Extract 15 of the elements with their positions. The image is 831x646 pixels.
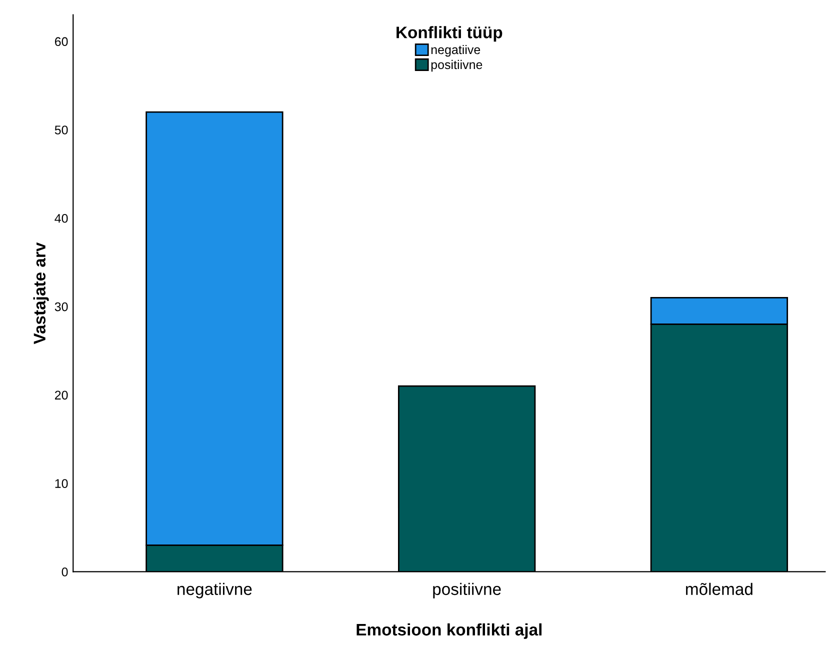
legend-label: positiivne xyxy=(431,60,482,72)
y-tick-label: 60 xyxy=(55,37,68,46)
legend-label: negatiive xyxy=(431,44,480,57)
y-tick-label: 40 xyxy=(54,214,68,223)
y-tick-label: 20 xyxy=(54,390,68,400)
x-axis-title: Emotsioon konflikti ajal xyxy=(356,623,542,639)
x-tick-label: negatiivne xyxy=(178,582,252,598)
x-tick-label: mõlemad xyxy=(686,582,752,596)
y-tick-label: 50 xyxy=(54,126,68,134)
legend-title: Konflikti tüüp xyxy=(396,26,502,42)
y-tick-label: 0 xyxy=(62,568,68,576)
y-tick-label: 30 xyxy=(54,302,68,312)
y-axis-title: Vastajate arv xyxy=(33,242,49,344)
x-tick-label: positiivne xyxy=(433,582,501,598)
y-tick-label: 10 xyxy=(55,479,68,488)
